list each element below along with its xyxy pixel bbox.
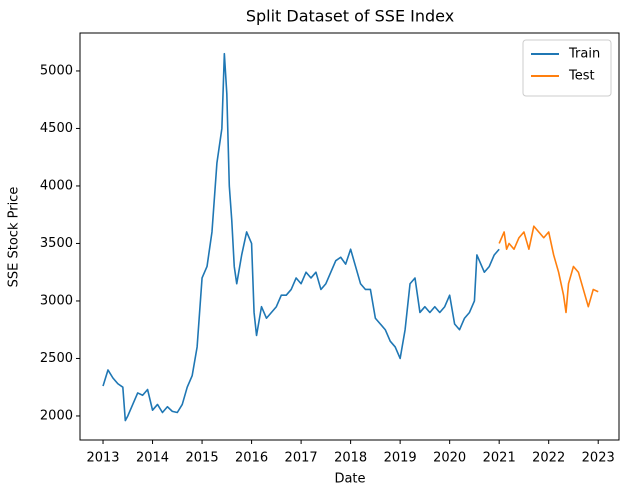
legend-label: Test <box>568 69 595 84</box>
legend: Train Test <box>522 39 612 97</box>
y-tick-label: 4000 <box>40 178 73 193</box>
x-tick-label: 2013 <box>86 451 119 466</box>
x-tick-label: 2023 <box>582 451 615 466</box>
y-axis-label: SSE Stock Price <box>7 187 22 288</box>
legend-label: Train <box>568 47 600 62</box>
x-tick-label: 2018 <box>334 451 367 466</box>
x-tick-label: 2019 <box>384 451 417 466</box>
y-tick-label: 5000 <box>40 63 73 78</box>
x-tick-label: 2020 <box>433 451 466 466</box>
y-tick-label: 4500 <box>40 121 73 136</box>
x-axis-label: Date <box>334 472 365 487</box>
x-tick-label: 2015 <box>186 451 219 466</box>
y-tick-label: 3500 <box>40 236 73 251</box>
x-tick-label: 2017 <box>285 451 318 466</box>
chart-title: Split Dataset of SSE Index <box>246 7 454 26</box>
series-line <box>102 52 500 422</box>
x-tick-label: 2016 <box>235 451 268 466</box>
x-tick-label: 2022 <box>532 451 565 466</box>
y-tick-label: 3000 <box>40 293 73 308</box>
y-tick-label: 2000 <box>40 408 73 423</box>
series-line <box>498 225 599 314</box>
x-tick-label: 2014 <box>136 451 169 466</box>
x-tick-label: 2021 <box>483 451 516 466</box>
plot-frame <box>79 32 620 441</box>
y-tick-label: 2500 <box>40 351 73 366</box>
